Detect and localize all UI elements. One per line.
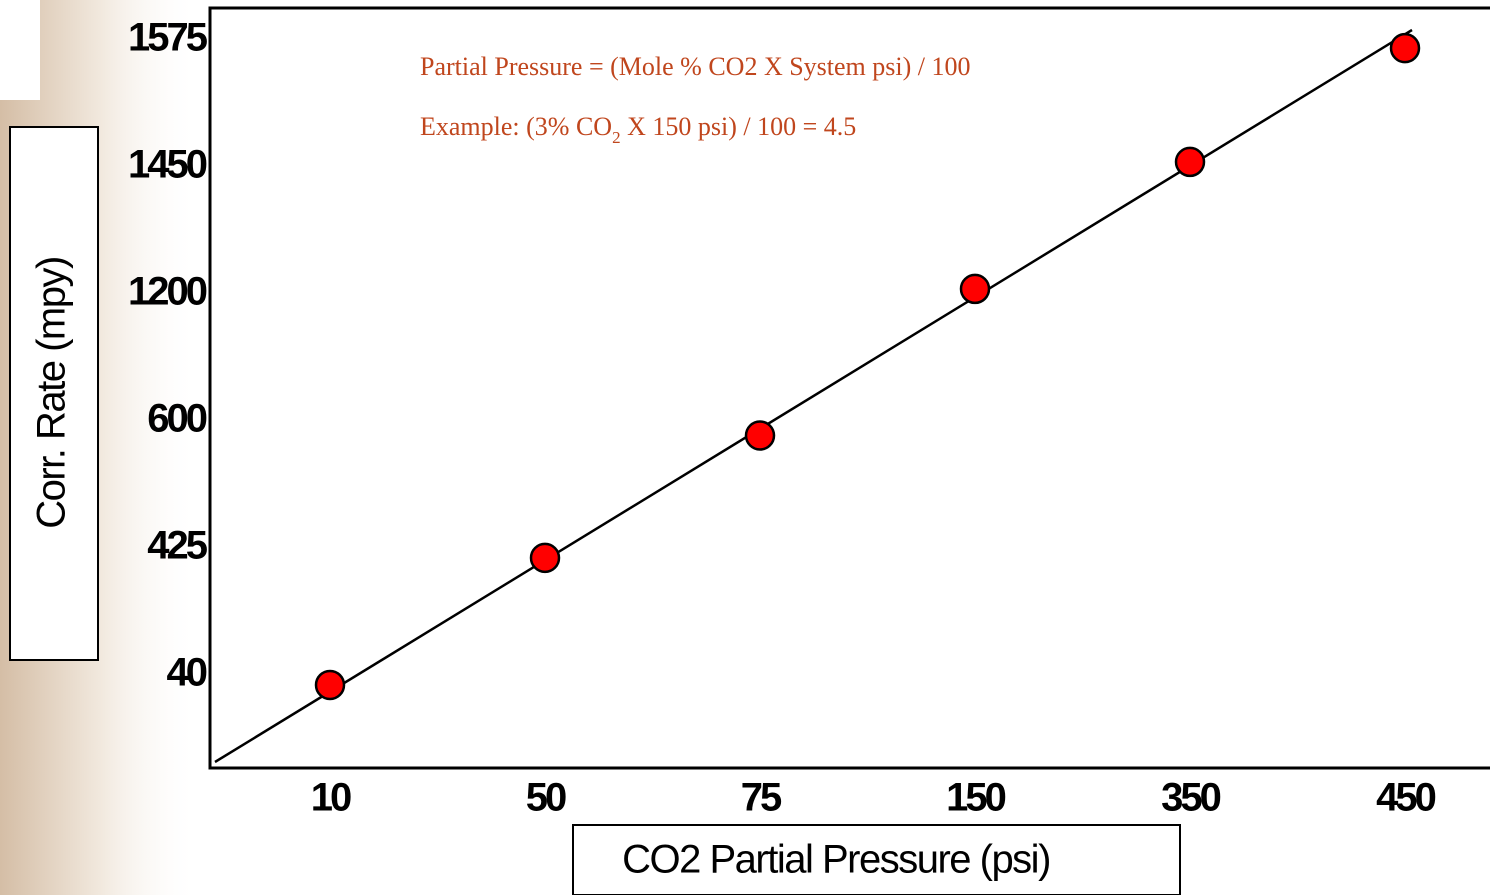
point — [744, 420, 776, 451]
x-tick-label: 50 — [526, 776, 566, 820]
point — [1389, 32, 1421, 64]
background — [0, 0, 40, 100]
x-tick-label: 350 — [1161, 776, 1220, 820]
annotation-part: X 150 psi) / 100 = 4.5 — [621, 112, 857, 141]
x-tick-label: 75 — [741, 776, 782, 820]
point — [1174, 146, 1206, 178]
y-tick-label: 40 — [167, 651, 207, 695]
y-tick-label: 425 — [147, 524, 207, 568]
annotation-subscript: 2 — [612, 128, 621, 147]
y-label-box — [9, 126, 99, 661]
annotation: Example: (3% CO2 X 150 psi) / 100 = 4.5 — [420, 112, 856, 147]
y-tick-label: 1575 — [128, 16, 208, 60]
plot-frame — [208, 6, 1490, 770]
point — [529, 542, 561, 574]
x-tick-label: 150 — [946, 776, 1005, 820]
trend-line — [214, 28, 1413, 764]
annotation-part: Example: (3% CO — [420, 112, 612, 141]
x-tick-label: 10 — [311, 776, 351, 820]
x-axis-label: CO2 Partial Pressure (psi) — [622, 838, 1050, 882]
point — [959, 273, 991, 305]
y-tick-label: 1450 — [128, 143, 207, 187]
x-label-box — [572, 824, 1181, 895]
y-axis-label: Corr. Rate (mpy) — [30, 257, 74, 529]
y-tick-label: 600 — [147, 397, 206, 441]
y-tick-label: 1200 — [128, 270, 207, 314]
point — [314, 669, 346, 701]
annotation: Partial Pressure = (Mole % CO2 X System … — [420, 52, 971, 81]
x-tick-label: 450 — [1376, 776, 1435, 820]
